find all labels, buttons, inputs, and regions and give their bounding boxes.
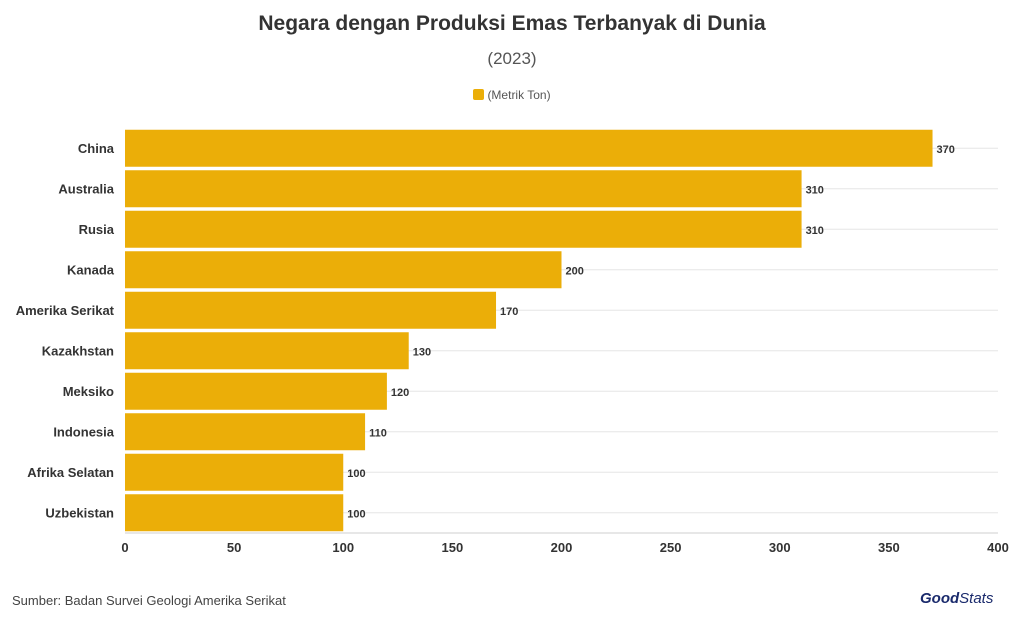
category-label: Kanada <box>67 262 115 277</box>
x-tick-label: 50 <box>227 540 241 555</box>
data-label: 370 <box>937 144 955 156</box>
category-label: China <box>78 141 115 156</box>
category-label: Australia <box>58 181 114 196</box>
bar <box>125 291 497 329</box>
data-label: 100 <box>347 508 365 520</box>
bar <box>125 372 387 410</box>
category-label: Rusia <box>79 222 115 237</box>
x-tick-label: 250 <box>660 540 682 555</box>
bar <box>125 129 933 167</box>
bar <box>125 251 562 289</box>
data-label: 310 <box>806 225 824 237</box>
data-label: 310 <box>806 184 824 196</box>
chart-subtitle: (2023) <box>487 49 537 68</box>
bar <box>125 494 344 532</box>
category-label: Indonesia <box>53 424 114 439</box>
category-label: Kazakhstan <box>42 343 114 358</box>
data-label: 100 <box>347 468 365 480</box>
bar <box>125 170 802 208</box>
legend[interactable]: (Metrik Ton) <box>0 88 1024 102</box>
legend-label: (Metrik Ton) <box>487 88 551 102</box>
category-label: Afrika Selatan <box>27 465 114 480</box>
bar <box>125 453 344 491</box>
bar <box>125 332 409 370</box>
bar <box>125 413 366 451</box>
category-label: Amerika Serikat <box>16 303 115 318</box>
source-note: Sumber: Badan Survei Geologi Amerika Ser… <box>12 593 286 608</box>
bar-chart: China 370 Australia 310 Rusia 310 Kanada 200 Ame… <box>16 129 1009 555</box>
category-label: Uzbekistan <box>45 505 114 520</box>
goodstats-logo: GoodStats <box>920 590 994 607</box>
x-tick-label: 150 <box>442 540 464 555</box>
data-label: 170 <box>500 306 518 318</box>
legend-swatch <box>473 89 485 100</box>
x-tick-label: 300 <box>769 540 791 555</box>
bar <box>125 210 802 248</box>
data-label: 110 <box>369 427 387 439</box>
x-tick-label: 350 <box>878 540 900 555</box>
data-label: 130 <box>413 346 431 358</box>
x-tick-label: 0 <box>121 540 128 555</box>
x-tick-label: 200 <box>551 540 573 555</box>
data-label: 200 <box>566 265 584 277</box>
x-tick-label: 400 <box>987 540 1009 555</box>
category-label: Meksiko <box>63 384 114 399</box>
x-tick-label: 100 <box>332 540 354 555</box>
data-label: 120 <box>391 387 409 399</box>
chart-title: Negara dengan Produksi Emas Terbanyak di… <box>258 12 766 35</box>
